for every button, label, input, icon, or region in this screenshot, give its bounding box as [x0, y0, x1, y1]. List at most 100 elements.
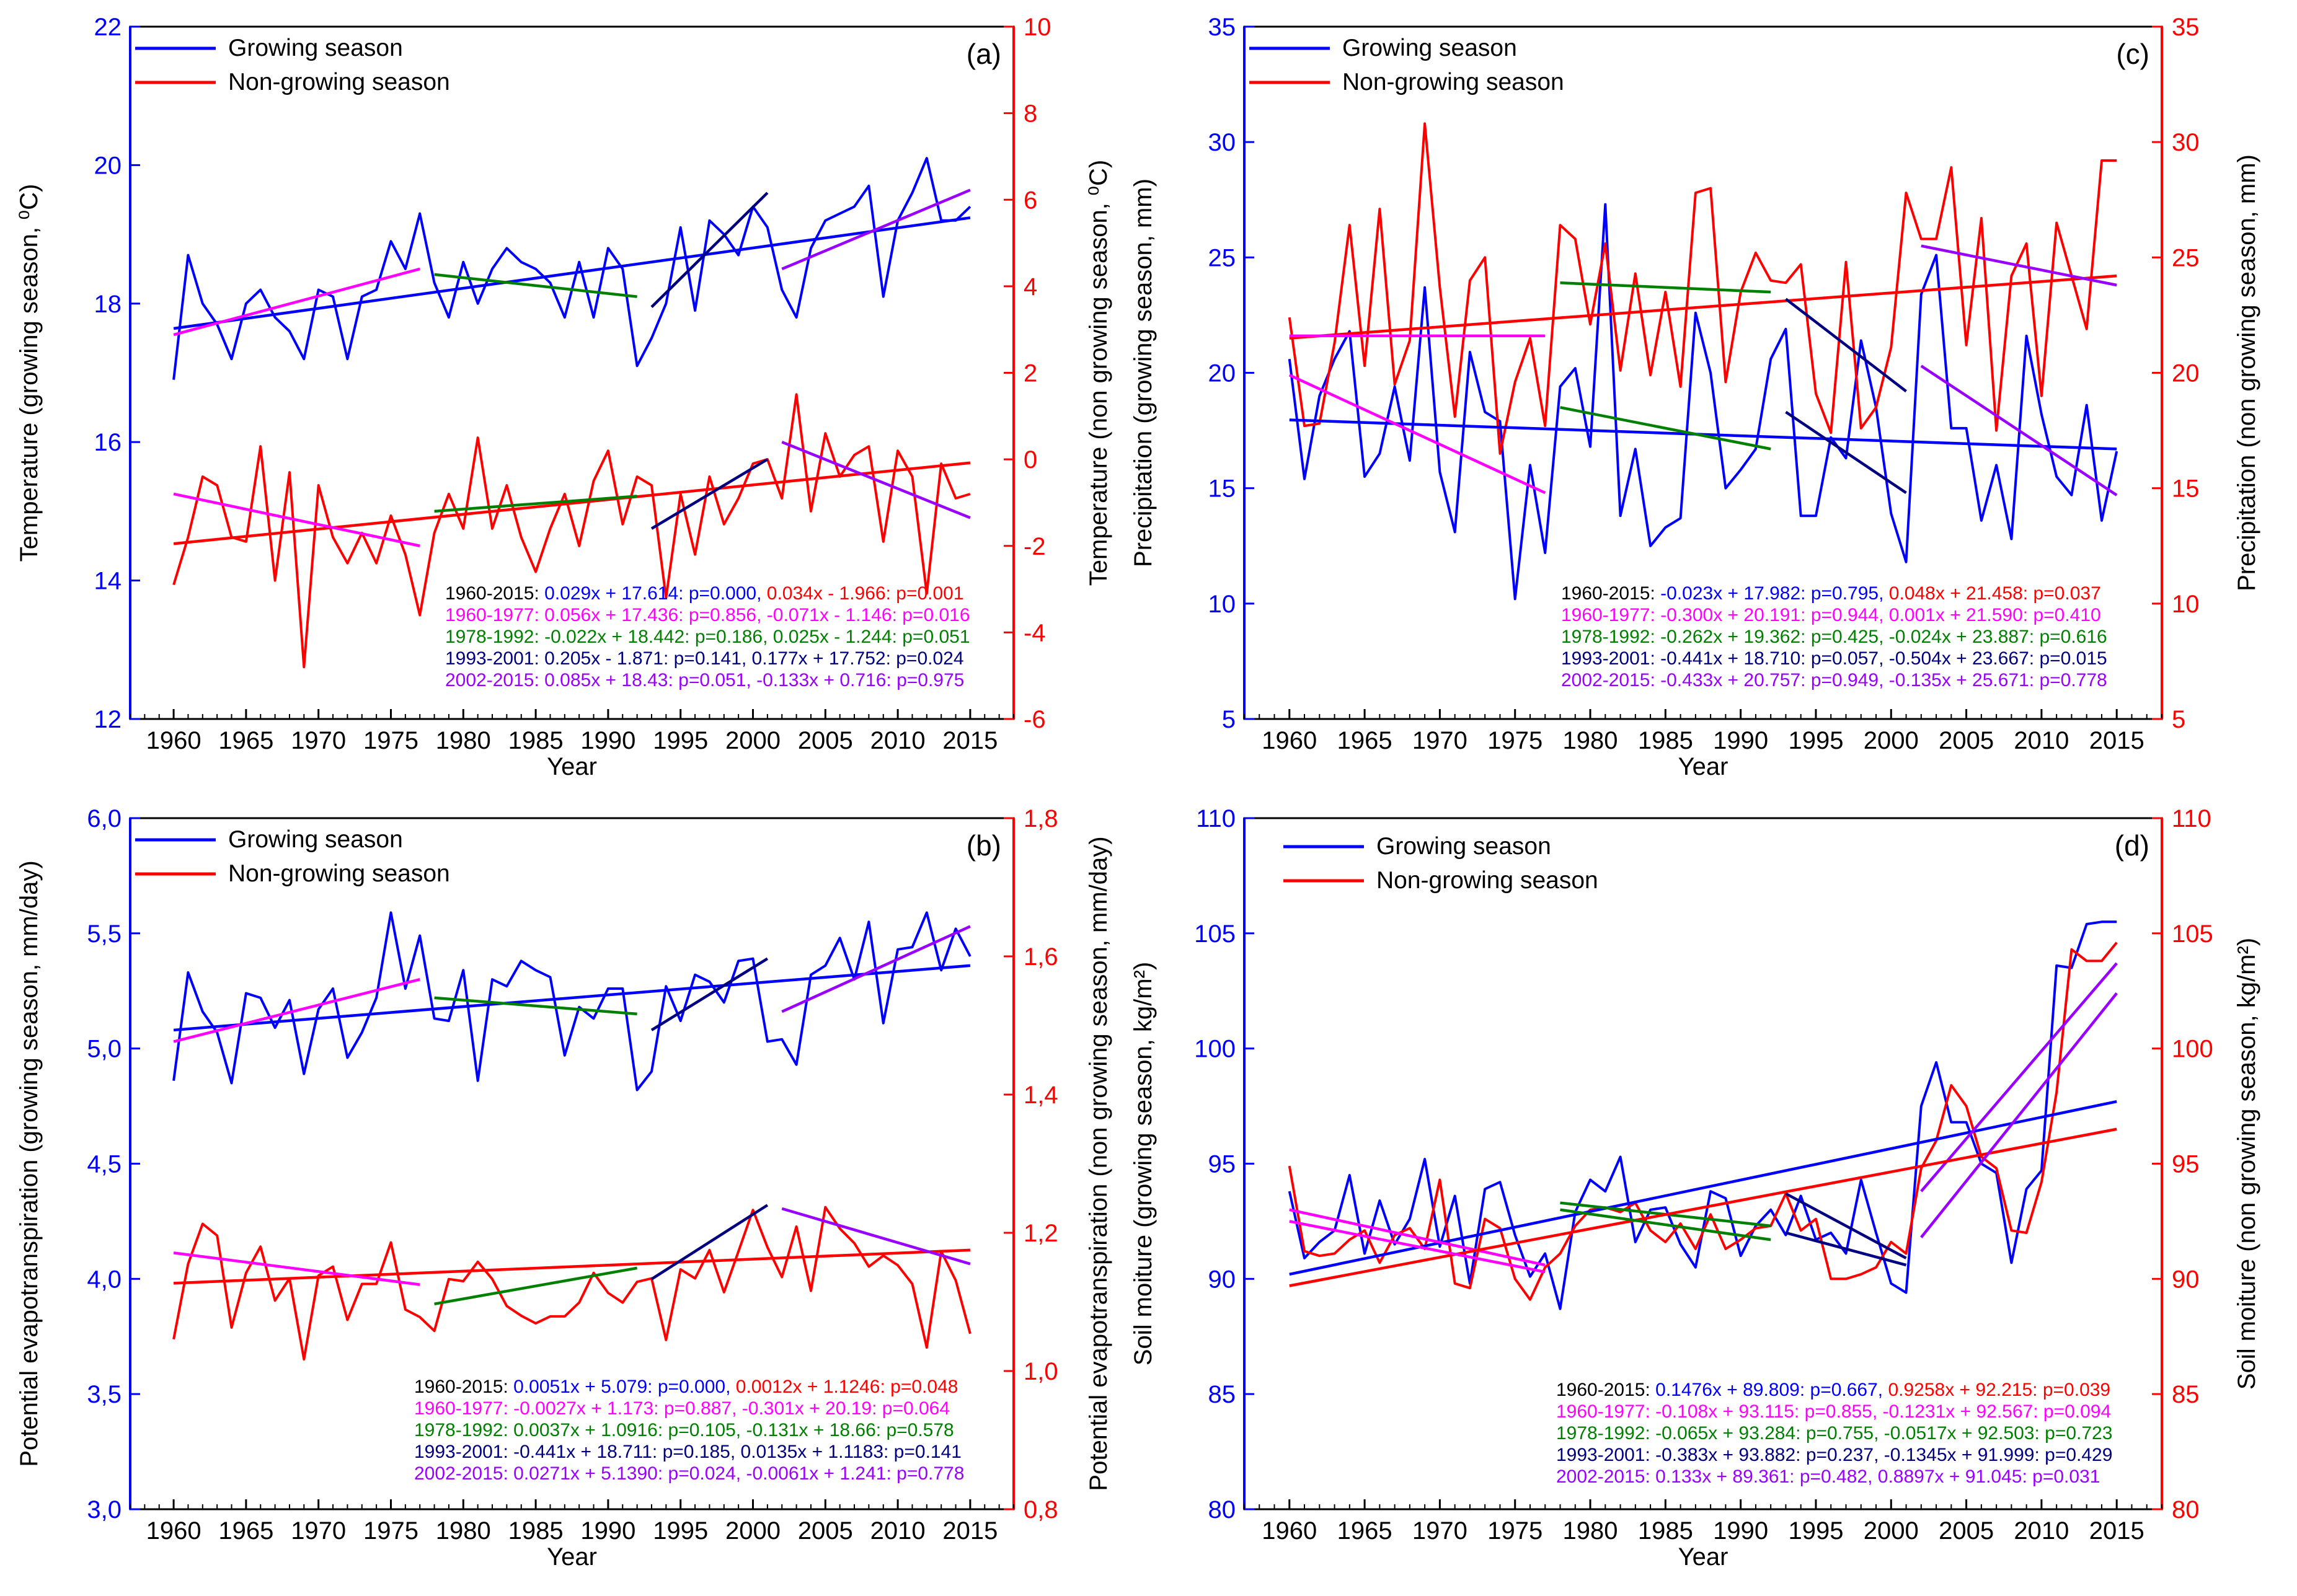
- left-y-tick-label: 10: [1208, 591, 1236, 618]
- right-y-tick-label: 20: [2172, 360, 2200, 387]
- x-tick-label: 1985: [508, 727, 564, 754]
- equation-segment: 1960-1977: -0.0027x + 1.173: p=0.887, -0…: [414, 1398, 950, 1419]
- x-tick-label: 1970: [1412, 727, 1467, 754]
- trend-line-1993-2001: [650, 957, 769, 1031]
- regression-equation-line: 1993-2001: -0.441x + 18.710: p=0.057, -0…: [1561, 648, 2107, 669]
- left-y-tick-label: 16: [94, 429, 122, 456]
- equation-segment: 0.9258x + 92.215: p=0.039: [1888, 1380, 2110, 1400]
- x-tick-label: 1965: [1337, 727, 1392, 754]
- x-tick-label: 1985: [1638, 1517, 1693, 1545]
- right-y-tick-label: 1,4: [1024, 1082, 1058, 1109]
- equation-segment: -0.023x + 17.982: p=0.795,: [1660, 583, 1889, 604]
- right-y-tick-label: 95: [2172, 1151, 2200, 1178]
- chart-panel-b: 1960 1965 1970 1975 1980 1985 1990 1995 2000 2005…: [15, 805, 1112, 1571]
- right-y-tick-label: 110: [2172, 805, 2211, 832]
- x-tick-label: 2015: [2089, 727, 2144, 754]
- panel-label: (d): [2115, 829, 2149, 862]
- equation-segment: 1993-2001: -0.441x + 18.710: p=0.057, -0…: [1561, 648, 2107, 669]
- x-axis-title: Year: [1678, 753, 1728, 780]
- left-y-tick-label: 15: [1208, 475, 1236, 503]
- trend-line-2002-2015: [1920, 364, 2118, 496]
- left-y-axis-title: Potential evapotranspiration (growing se…: [15, 860, 43, 1466]
- left-y-tick-label: 5: [1222, 706, 1236, 733]
- trend-line-1960-1977: [173, 267, 420, 337]
- left-y-tick-label: 14: [94, 568, 122, 595]
- right-y-tick-label: 10: [1024, 14, 1051, 41]
- right-y-tick-label: 105: [2172, 920, 2213, 948]
- left-y-tick-label: 80: [1208, 1496, 1236, 1523]
- regression-equation-line: 1960-1977: -0.300x + 20.191: p=0.944, 0.…: [1561, 605, 2101, 625]
- nongrowing-season-line: [1288, 122, 2117, 455]
- left-y-tick-label: 90: [1208, 1266, 1236, 1293]
- x-tick-label: 2000: [725, 1517, 781, 1545]
- right-y-tick-label: 1,8: [1024, 805, 1058, 832]
- left-y-tick-label: 20: [94, 152, 122, 179]
- legend-label: Growing season: [228, 35, 403, 61]
- equation-segment: 0.0051x + 5.079: p=0.000,: [513, 1377, 736, 1397]
- legend-label: Non-growing season: [228, 860, 450, 887]
- right-y-tick-label: 5: [2172, 706, 2185, 733]
- equation-segment: 0.048x + 21.458: p=0.037: [1889, 583, 2101, 604]
- equation-segment: 1960-2015:: [1556, 1380, 1655, 1400]
- trend-line-1960-2015: [173, 964, 971, 1032]
- right-y-tick-label: 8: [1024, 100, 1037, 128]
- legend-label: Growing season: [1376, 833, 1551, 860]
- chart-panel-a: 1960 1965 1970 1975 1980 1985 1990 1995 2000 2005…: [15, 14, 1112, 780]
- x-tick-label: 2010: [870, 727, 926, 754]
- left-y-tick-label: 30: [1208, 129, 1236, 156]
- equation-segment: 1978-1992: 0.0037x + 1.0916: p=0.105, -0…: [414, 1420, 954, 1440]
- left-y-tick-label: 20: [1208, 360, 1236, 387]
- right-y-tick-label: 1,2: [1024, 1220, 1058, 1247]
- trend-line-1993-2001: [1785, 1192, 1907, 1259]
- right-y-tick-label: 100: [2172, 1036, 2213, 1063]
- x-tick-label: 1995: [653, 1517, 708, 1545]
- growing-season-line: [172, 911, 971, 1091]
- equation-segment: 1993-2001: -0.383x + 93.882: p=0.237, -0…: [1556, 1445, 2112, 1465]
- left-y-tick-label: 12: [94, 706, 122, 733]
- trend-line-1978-1992: [434, 996, 637, 1016]
- x-tick-label: 1975: [363, 727, 418, 754]
- trend-line-1993-2001: [650, 1204, 769, 1281]
- trend-line-2002-2015: [781, 1207, 971, 1266]
- right-y-axis-title: Potential evapotranspiration (non growin…: [1085, 836, 1112, 1491]
- x-tick-label: 1980: [436, 1517, 491, 1545]
- equation-segment: 1978-1992: -0.262x + 19.362: p=0.425, -0…: [1561, 627, 2107, 647]
- left-y-tick-label: 5,0: [87, 1036, 122, 1063]
- equation-segment: 0.029x + 17.614: p=0.000,: [544, 583, 767, 604]
- x-tick-label: 1990: [1713, 727, 1768, 754]
- left-y-tick-label: 95: [1208, 1151, 1236, 1178]
- x-tick-label: 1995: [653, 727, 708, 754]
- x-tick-label: 2005: [798, 1517, 853, 1545]
- regression-equation-line: 1993-2001: -0.383x + 93.882: p=0.237, -0…: [1556, 1445, 2112, 1465]
- trend-line-1978-1992: [1560, 1208, 1771, 1241]
- trend-line-1960-2015: [173, 216, 971, 330]
- regression-equation-line: 1960-2015: 0.0051x + 5.079: p=0.000, 0.0…: [414, 1377, 958, 1397]
- x-tick-label: 2000: [1864, 727, 1919, 754]
- legend-label: Non-growing season: [228, 69, 450, 95]
- right-y-tick-label: 0,8: [1024, 1496, 1058, 1523]
- trend-line-1960-1977: [1289, 1220, 1546, 1274]
- equation-segment: 1993-2001: 0.205x - 1.871: p=0.141, 0.17…: [445, 648, 964, 669]
- x-tick-label: 1985: [508, 1517, 564, 1545]
- left-y-tick-label: 4,5: [87, 1151, 122, 1178]
- trend-line-2002-2015: [1921, 244, 2117, 287]
- equation-segment: 1960-1977: -0.300x + 20.191: p=0.944, 0.…: [1561, 605, 2101, 625]
- x-tick-label: 2010: [870, 1517, 926, 1545]
- x-tick-label: 1960: [1262, 727, 1317, 754]
- left-y-tick-label: 3,5: [87, 1381, 122, 1408]
- left-y-tick-label: 105: [1194, 920, 1236, 948]
- x-tick-label: 1985: [1638, 727, 1693, 754]
- right-y-tick-label: -2: [1024, 533, 1046, 560]
- nongrowing-season-line: [1288, 941, 2118, 1301]
- nongrowing-season-line: [172, 393, 971, 669]
- right-y-axis-title: Precipitation (non growing season, mm): [2233, 154, 2260, 591]
- x-axis-title: Year: [1678, 1543, 1728, 1571]
- x-tick-label: 2005: [1939, 727, 1994, 754]
- x-tick-label: 1980: [1563, 727, 1618, 754]
- x-tick-label: 2010: [2014, 727, 2069, 754]
- trend-line-1993-2001: [650, 458, 769, 530]
- panel-label: (c): [2116, 38, 2149, 70]
- x-tick-label: 1990: [580, 727, 635, 754]
- regression-equation-line: 1960-2015: 0.1476x + 89.809: p=0.667, 0.…: [1556, 1380, 2110, 1400]
